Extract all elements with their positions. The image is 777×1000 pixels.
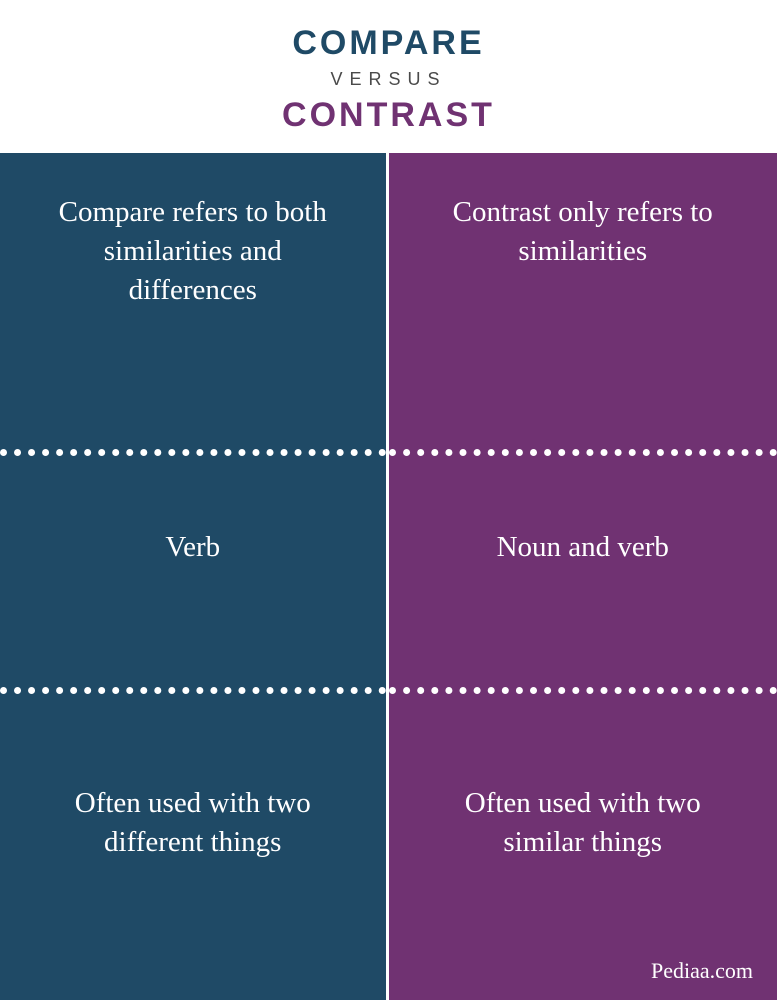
contrast-pos-text: Noun and verb [497,528,669,567]
compare-definition-text: Compare refers to both similarities and … [40,193,346,310]
column-compare: Compare refers to both similarities and … [0,153,389,1000]
title-contrast: CONTRAST [0,96,777,135]
compare-usage-cell: Often used with two different things [0,687,386,1000]
contrast-usage-cell: Often used with two similar things [389,687,777,1000]
source-attribution: Pediaa.com [651,958,753,984]
compare-pos-text: Verb [165,528,220,567]
title-compare: COMPARE [0,24,777,63]
contrast-definition-cell: Contrast only refers to similarities [389,153,777,449]
contrast-definition-text: Contrast only refers to similarities [429,193,738,271]
header: COMPARE VERSUS CONTRAST [0,0,777,153]
comparison-grid: Compare refers to both similarities and … [0,153,777,1000]
versus-label: VERSUS [0,69,777,90]
compare-pos-cell: Verb [0,449,386,686]
compare-definition-cell: Compare refers to both similarities and … [0,153,386,449]
compare-usage-text: Often used with two different things [40,784,346,862]
column-contrast: Contrast only refers to similarities Nou… [389,153,777,1000]
contrast-usage-text: Often used with two similar things [429,784,738,862]
contrast-pos-cell: Noun and verb [389,449,777,686]
